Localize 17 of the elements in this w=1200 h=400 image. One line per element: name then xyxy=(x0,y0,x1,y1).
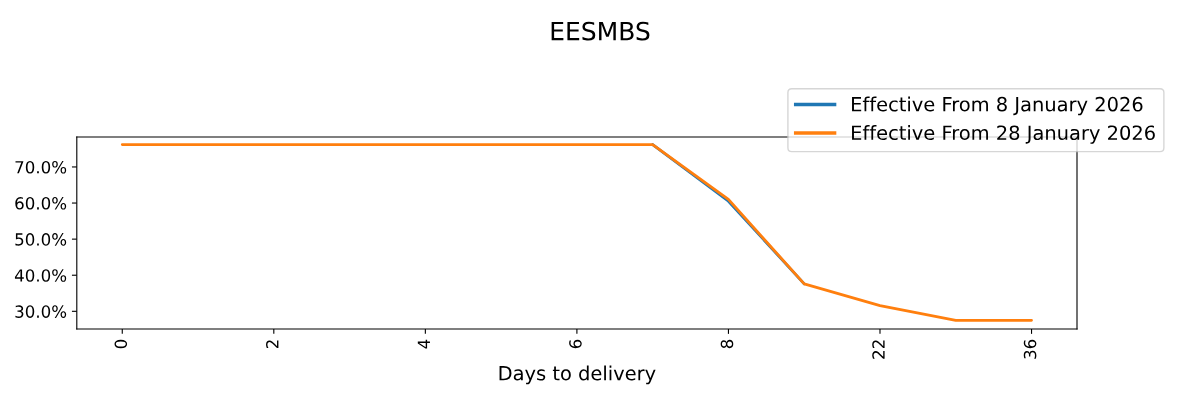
x-tick-label: 2 xyxy=(266,340,279,349)
y-tick-label: 70.0% xyxy=(15,160,67,174)
x-tick-label: 36 xyxy=(1023,339,1037,359)
line-series xyxy=(120,143,1033,322)
x-tick-label: 0 xyxy=(114,339,128,349)
chart-title: EESMBS xyxy=(551,21,650,41)
y-tick-label: 60.0% xyxy=(15,197,67,210)
y-tick-label: 30.0% xyxy=(15,305,67,318)
legend-label: Effective From 8 January 2026 xyxy=(852,96,1143,116)
y-tick-label: 50.0% xyxy=(15,233,67,246)
x-tick-label: 4 xyxy=(417,339,430,349)
x-axis-title: Days to delivery xyxy=(499,365,656,385)
x-tick-label: 22 xyxy=(872,340,885,359)
x-tick-label: 6 xyxy=(569,339,582,349)
x-tick-label: 8 xyxy=(720,339,734,349)
y-tick-label: 40.0% xyxy=(14,269,67,282)
legend-label: Effective From 28 January 2026 xyxy=(852,125,1155,144)
